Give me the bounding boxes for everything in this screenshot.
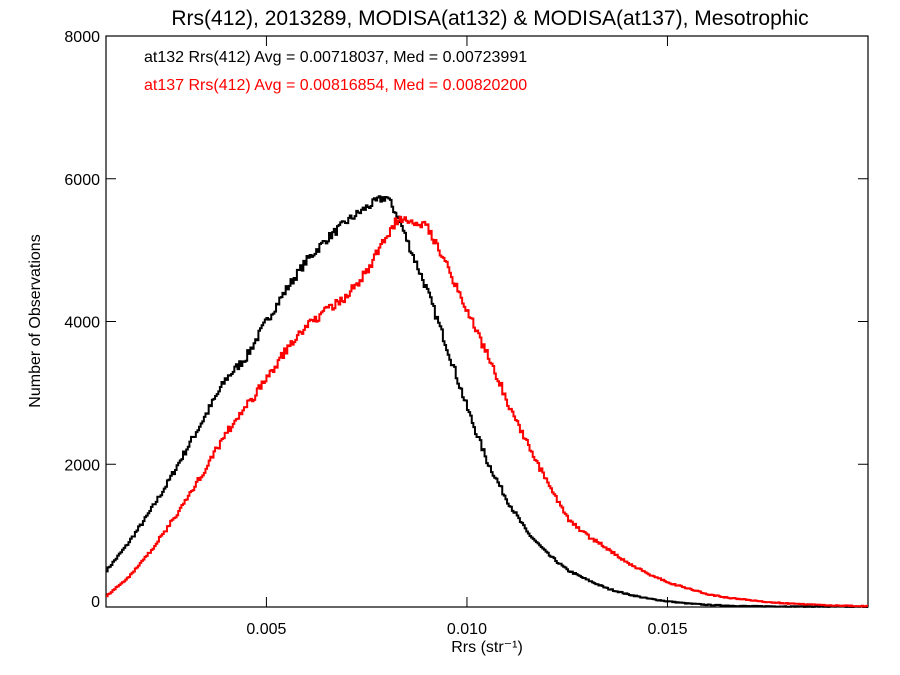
x-tick-label: 0.010 (447, 621, 487, 638)
y-axis-label: Number of Observations (27, 234, 44, 407)
series-layer (106, 195, 868, 608)
chart-title: Rrs(412), 2013289, MODISA(at132) & MODIS… (171, 7, 808, 30)
y-tick-label: 0 (91, 594, 100, 611)
axis-ticks: 0.005 0.010 0.015 0 2000 4000 6000 8000 (64, 29, 868, 638)
plot-frame (105, 35, 869, 608)
legend-annotation-at132: at132 Rrs(412) Avg = 0.00718037, Med = 0… (144, 49, 527, 66)
x-axis-label: Rrs (str⁻¹) (451, 639, 523, 656)
y-tick-label: 8000 (64, 29, 100, 46)
x-tick-label: 0.015 (647, 621, 687, 638)
x-tick-label: 0.005 (246, 621, 286, 638)
y-tick-label: 4000 (64, 315, 100, 332)
series-line-at137 (106, 215, 868, 608)
y-tick-label: 2000 (64, 457, 100, 474)
legend-annotation-at137: at137 Rrs(412) Avg = 0.00816854, Med = 0… (144, 77, 527, 94)
series-line-at132 (106, 195, 868, 608)
y-tick-label: 6000 (64, 172, 100, 189)
